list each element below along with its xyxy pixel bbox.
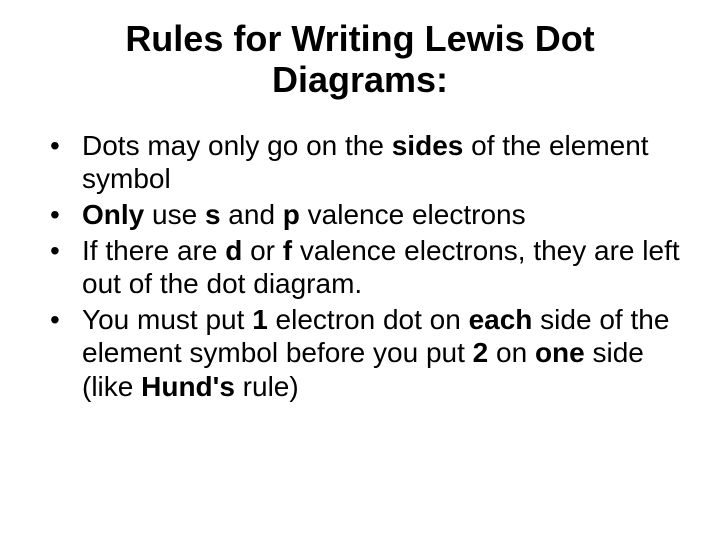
bullet-text-segment: d	[225, 235, 242, 266]
bullet-text-segment: Dots may only go on the	[82, 130, 392, 161]
bullet-text-segment: Only	[82, 199, 144, 230]
bullet-text-segment: or	[242, 235, 282, 266]
bullet-item: You must put 1 electron dot on each side…	[78, 303, 690, 404]
bullet-text-segment: You must put	[82, 304, 252, 335]
slide: Rules for Writing Lewis Dot Diagrams: Do…	[0, 0, 720, 540]
bullet-text-segment: p	[283, 199, 300, 230]
bullet-item: Dots may only go on the sides of the ele…	[78, 129, 690, 196]
bullet-item: Only use s and p valence electrons	[78, 198, 690, 232]
bullet-text-segment: use	[144, 199, 205, 230]
slide-title: Rules for Writing Lewis Dot Diagrams:	[30, 18, 690, 101]
bullet-text-segment: s	[205, 199, 221, 230]
bullet-text-segment: 1	[252, 304, 268, 335]
bullet-text-segment: each	[469, 304, 533, 335]
bullet-text-segment: on	[488, 337, 535, 368]
bullet-text-segment: electron dot on	[268, 304, 469, 335]
bullet-item: If there are d or f valence electrons, t…	[78, 234, 690, 301]
bullet-text-segment: valence electrons	[300, 199, 526, 230]
bullet-text-segment: Hund's	[141, 371, 235, 402]
bullet-text-segment: rule)	[235, 371, 299, 402]
bullet-text-segment: sides	[392, 130, 464, 161]
bullet-text-segment: and	[221, 199, 283, 230]
bullet-text-segment: one	[535, 337, 585, 368]
bullet-text-segment: If there are	[82, 235, 225, 266]
bullet-text-segment: f	[283, 235, 292, 266]
bullet-text-segment: 2	[473, 337, 489, 368]
bullet-list: Dots may only go on the sides of the ele…	[30, 129, 690, 404]
